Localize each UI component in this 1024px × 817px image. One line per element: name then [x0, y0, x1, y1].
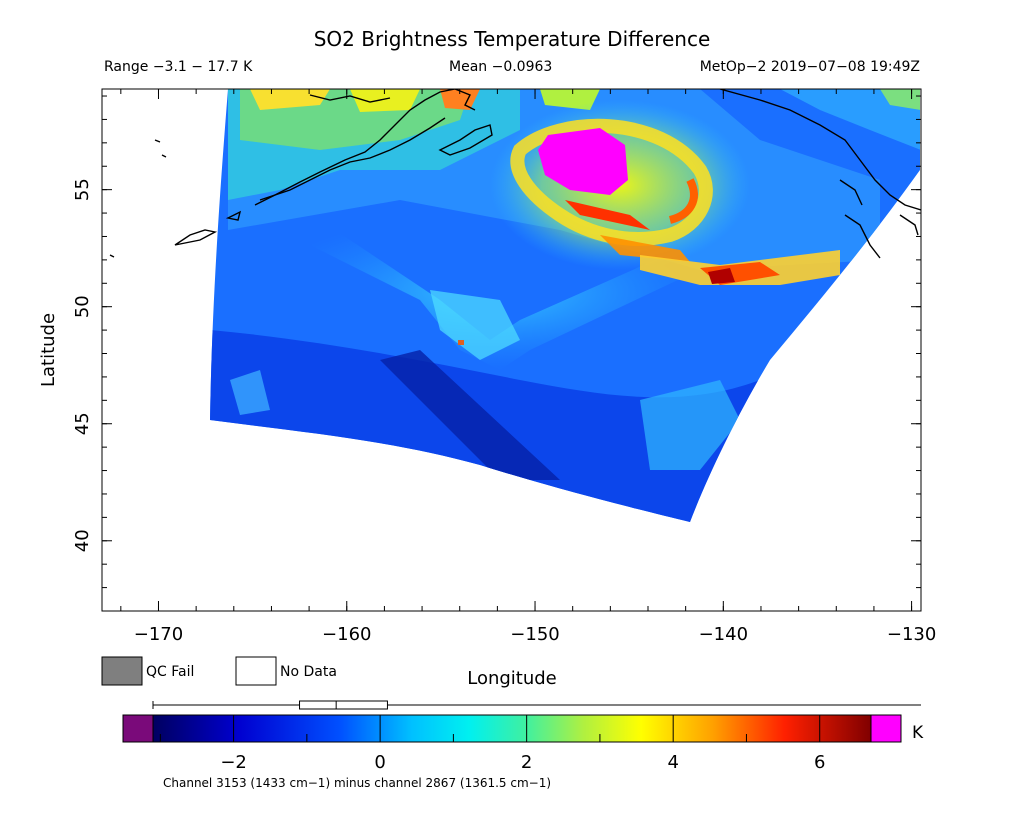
colorbar-tick-label: 6 — [814, 752, 825, 773]
mean-label: Mean −0.0963 — [449, 59, 552, 75]
y-tick-label: 55 — [72, 178, 93, 201]
y-axis-label: Latitude — [38, 313, 59, 387]
data-swath — [210, 89, 920, 522]
coastlines — [109, 89, 921, 259]
colorbar-tick-label: 4 — [667, 752, 678, 773]
satellite-time-label: MetOp−2 2019−07−08 19:49Z — [700, 59, 920, 75]
range-label: Range −3.1 − 17.7 K — [104, 59, 253, 75]
x-tick-label: −140 — [699, 624, 748, 645]
colorbar-tick-label: −2 — [220, 752, 247, 773]
x-axis-label: Longitude — [467, 668, 557, 689]
map-plot-area — [102, 89, 921, 611]
no-data-label: No Data — [280, 664, 337, 680]
y-tick-label: 45 — [72, 412, 93, 435]
qc-fail-label: QC Fail — [146, 664, 194, 680]
x-axis: −170 −160 −150 −140 −130 — [120, 89, 936, 645]
plot-frame — [101, 88, 922, 612]
x-tick-label: −150 — [510, 624, 559, 645]
colorbar-tick-label: 0 — [374, 752, 385, 773]
plume-core — [538, 128, 628, 195]
colorbar-unit: K — [912, 723, 924, 743]
colorbar-box — [299, 700, 388, 710]
colorbar-under — [122, 714, 154, 743]
qc-fail-swatch — [101, 656, 143, 686]
x-tick-label: −160 — [322, 624, 371, 645]
colorbar-ticks: −2 0 2 4 6 — [159, 715, 825, 773]
no-data-swatch — [235, 656, 277, 686]
colorbar-footnote: Channel 3153 (1433 cm−1) minus channel 2… — [163, 776, 551, 790]
y-tick-label: 50 — [72, 295, 93, 318]
y-tick-label: 40 — [72, 529, 93, 552]
x-tick-label: −130 — [887, 624, 936, 645]
colorbar-tick-label: 2 — [521, 752, 532, 773]
figure-title: SO2 Brightness Temperature Difference — [314, 27, 711, 51]
colorbar-stats — [152, 700, 921, 710]
y-axis: 40 45 50 55 — [72, 95, 921, 589]
colorbar — [152, 714, 872, 743]
colorbar-over — [870, 714, 902, 743]
x-tick-label: −170 — [134, 624, 183, 645]
